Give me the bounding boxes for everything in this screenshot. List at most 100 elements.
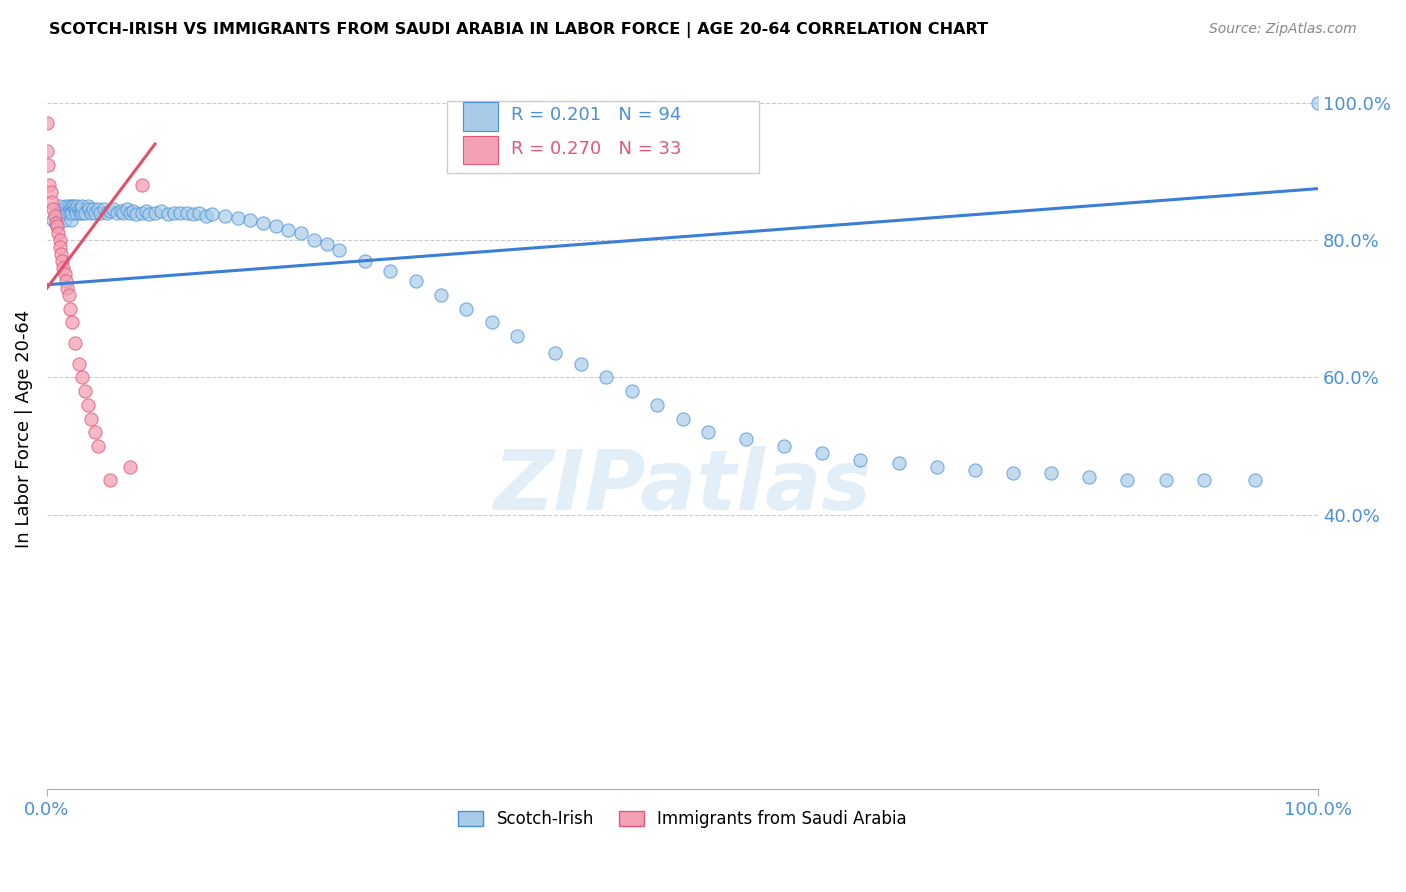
- Point: [39, 185, 62, 199]
- Point: [70, 202, 93, 217]
- Point: [60, 212, 83, 227]
- Point: [84, 425, 107, 440]
- Point: [45, 216, 67, 230]
- Point: [60, 205, 83, 219]
- Text: SCOTCH-IRISH VS IMMIGRANTS FROM SAUDI ARABIA IN LABOR FORCE | AGE 20-64 CORRELAT: SCOTCH-IRISH VS IMMIGRANTS FROM SAUDI AR…: [49, 22, 988, 38]
- Legend: Scotch-Irish, Immigrants from Saudi Arabia: Scotch-Irish, Immigrants from Saudi Arab…: [451, 804, 914, 835]
- Point: [41, 195, 63, 210]
- Point: [315, 236, 337, 251]
- Point: [56, 205, 79, 219]
- Point: [569, 357, 592, 371]
- Point: [80, 205, 103, 219]
- Point: [105, 205, 128, 219]
- Point: [84, 205, 107, 219]
- Point: [353, 253, 375, 268]
- Point: [35, 144, 58, 158]
- Point: [811, 446, 834, 460]
- Point: [264, 219, 287, 234]
- Point: [76, 199, 98, 213]
- Point: [1192, 474, 1215, 488]
- Text: R = 0.201   N = 94: R = 0.201 N = 94: [510, 106, 682, 124]
- Point: [63, 336, 86, 351]
- Point: [51, 205, 73, 219]
- Point: [925, 459, 948, 474]
- Point: [72, 199, 94, 213]
- Point: [48, 205, 70, 219]
- Point: [48, 199, 70, 213]
- Point: [96, 205, 118, 219]
- Point: [38, 178, 60, 193]
- Point: [49, 247, 72, 261]
- Point: [506, 329, 529, 343]
- Point: [277, 223, 299, 237]
- Point: [65, 205, 87, 219]
- Point: [188, 205, 211, 219]
- Point: [44, 209, 66, 223]
- Point: [1243, 474, 1265, 488]
- Point: [76, 398, 98, 412]
- Point: [60, 199, 83, 213]
- Point: [456, 301, 478, 316]
- Point: [67, 202, 90, 217]
- Point: [226, 211, 249, 226]
- Point: [56, 281, 79, 295]
- Point: [80, 411, 103, 425]
- Point: [201, 207, 224, 221]
- Point: [156, 207, 179, 221]
- Point: [697, 425, 720, 440]
- Point: [378, 264, 401, 278]
- Point: [405, 274, 427, 288]
- Point: [163, 205, 186, 219]
- Point: [53, 268, 76, 282]
- Point: [48, 233, 70, 247]
- Point: [69, 205, 91, 219]
- Point: [87, 202, 110, 217]
- Point: [328, 244, 350, 258]
- Point: [73, 384, 96, 398]
- Text: Source: ZipAtlas.com: Source: ZipAtlas.com: [1209, 22, 1357, 37]
- Text: R = 0.270   N = 33: R = 0.270 N = 33: [510, 139, 682, 158]
- Point: [138, 207, 160, 221]
- Point: [169, 205, 191, 219]
- Point: [66, 199, 89, 213]
- Point: [118, 205, 141, 219]
- Point: [46, 226, 69, 240]
- Point: [46, 219, 69, 234]
- Point: [143, 205, 166, 219]
- Point: [176, 205, 198, 219]
- Point: [125, 207, 148, 221]
- Point: [252, 216, 274, 230]
- Point: [46, 219, 69, 234]
- Point: [118, 459, 141, 474]
- Point: [60, 316, 83, 330]
- FancyBboxPatch shape: [447, 101, 759, 173]
- Point: [735, 432, 758, 446]
- Point: [100, 203, 122, 218]
- Point: [100, 474, 122, 488]
- Point: [645, 398, 668, 412]
- Point: [131, 205, 153, 219]
- Point: [93, 202, 115, 217]
- Point: [1078, 470, 1101, 484]
- Point: [595, 370, 617, 384]
- Point: [963, 463, 986, 477]
- Point: [849, 452, 872, 467]
- Y-axis label: In Labor Force | Age 20-64: In Labor Force | Age 20-64: [15, 310, 32, 548]
- Point: [55, 274, 77, 288]
- Point: [58, 288, 80, 302]
- Point: [58, 199, 80, 213]
- Point: [112, 205, 135, 219]
- FancyBboxPatch shape: [463, 103, 498, 131]
- Point: [77, 202, 100, 217]
- FancyBboxPatch shape: [463, 136, 498, 164]
- Point: [887, 456, 910, 470]
- Point: [63, 202, 86, 217]
- Point: [37, 158, 59, 172]
- Point: [115, 202, 138, 217]
- Point: [42, 212, 65, 227]
- Point: [290, 226, 312, 240]
- Point: [89, 205, 111, 219]
- Point: [481, 316, 503, 330]
- Point: [35, 116, 58, 130]
- Point: [1040, 467, 1063, 481]
